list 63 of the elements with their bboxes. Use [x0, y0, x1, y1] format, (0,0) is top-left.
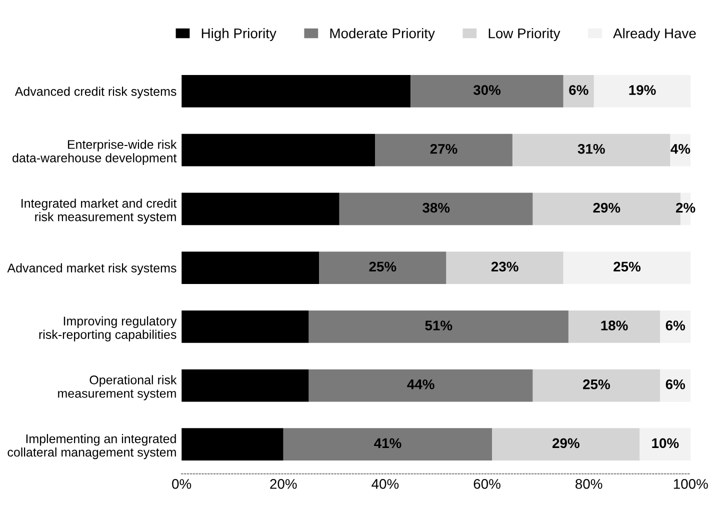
data-label: 51%: [425, 320, 452, 330]
bar: [308, 310, 568, 343]
data-label: 19%: [629, 85, 656, 95]
y-tick-label: Implementing an integrated collateral management system: [8, 434, 176, 460]
data-label: 29%: [593, 202, 620, 213]
x-tick-label: 100%: [674, 479, 708, 489]
data-label: 38%: [422, 202, 450, 213]
data-label: 6%: [666, 320, 686, 330]
bar: [594, 75, 691, 108]
data-label: 10%: [652, 438, 679, 448]
bar: [563, 252, 691, 284]
y-tick-label: Improving regulatory risk-reporting capabilities: [39, 316, 177, 342]
legend-label: High Priority: [202, 28, 276, 42]
data-label: 25%: [583, 379, 610, 390]
bar: [568, 310, 660, 343]
bar: [660, 369, 691, 402]
data-label: 25%: [369, 262, 396, 272]
bar: [182, 192, 340, 226]
bar: [182, 369, 309, 402]
x-tick-label: 60%: [474, 479, 500, 489]
bar: [375, 134, 512, 166]
data-label: 2%: [676, 202, 696, 213]
data-label: 4%: [670, 144, 690, 154]
bar: [283, 428, 492, 461]
bar: [319, 252, 446, 284]
y-tick-label: Advanced credit risk systems: [14, 86, 176, 98]
data-label: 6%: [569, 85, 588, 95]
x-tick-label: 40%: [372, 479, 399, 489]
data-label: 41%: [374, 438, 402, 448]
data-label: 30%: [473, 85, 501, 95]
bar: [446, 252, 564, 284]
data-label: 44%: [407, 379, 434, 390]
bar: [182, 428, 284, 461]
bar: [182, 252, 320, 284]
bar: [308, 369, 533, 402]
legend-label: Moderate Priority: [330, 28, 435, 42]
bar: [182, 75, 411, 108]
y-tick-label: Advanced market risk systems: [7, 263, 176, 275]
data-label: 23%: [491, 262, 518, 272]
bar: [182, 134, 376, 166]
x-tick-label: 20%: [270, 479, 297, 489]
legend-label: Low Priority: [488, 28, 560, 42]
y-tick-label: Enterprise-wide risk data-warehouse development: [12, 140, 177, 165]
x-tick-label: 80%: [576, 479, 602, 489]
y-tick-label: Integrated market and credit risk measurement system: [22, 198, 177, 224]
data-label: 29%: [552, 438, 580, 448]
y-tick-label: Operational risk measurement system: [58, 375, 177, 400]
bar: [640, 428, 691, 461]
bar: [532, 369, 660, 402]
data-label: 25%: [614, 262, 641, 272]
data-label: 18%: [601, 320, 628, 330]
bar: [492, 428, 640, 461]
bar: [339, 192, 533, 226]
bar: [182, 310, 309, 343]
data-label: 31%: [578, 144, 605, 154]
bar: [563, 75, 594, 108]
data-label: 27%: [430, 144, 458, 154]
data-label: 6%: [666, 379, 686, 390]
bar: [660, 310, 691, 343]
legend-label: Already Have: [613, 28, 696, 42]
x-tick-label: 0%: [172, 479, 192, 489]
bar: [512, 134, 670, 166]
bar: [410, 75, 564, 108]
